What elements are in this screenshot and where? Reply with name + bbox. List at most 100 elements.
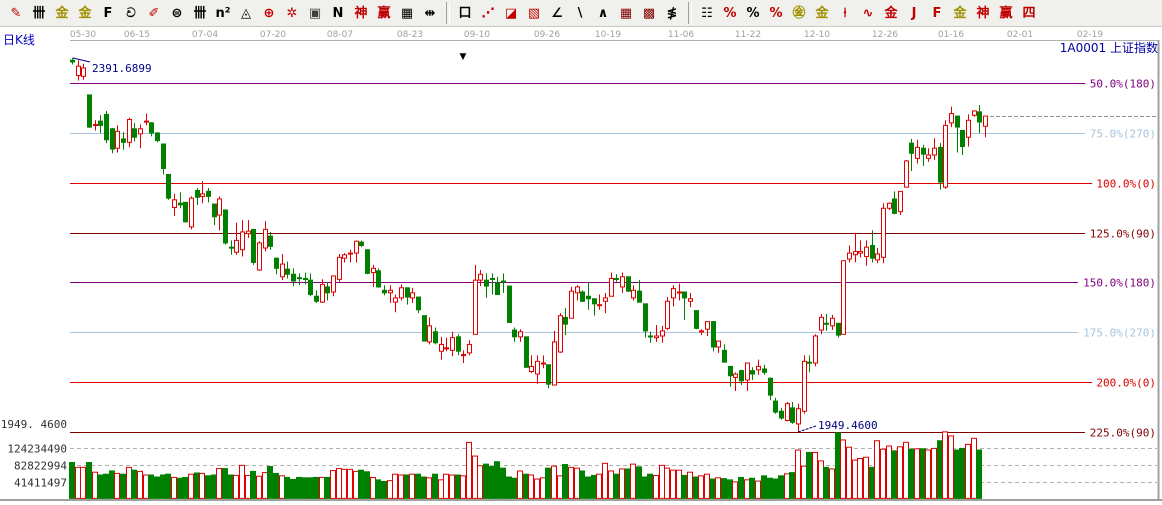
angle-line-icon[interactable]: ∠ <box>551 5 563 21</box>
candle-up <box>569 290 574 319</box>
percent-icon[interactable]: % <box>746 5 760 21</box>
gold-circle-icon[interactable]: ㊎ <box>792 5 806 21</box>
candle-down <box>382 289 387 294</box>
candle-down <box>507 285 512 323</box>
candle-up <box>552 341 557 386</box>
volume-bar <box>744 479 750 499</box>
candle-up <box>144 120 149 123</box>
speed-fan-icon[interactable]: ⋰ <box>481 5 495 21</box>
candle-up <box>450 337 455 351</box>
candle-down <box>501 280 506 283</box>
volume-tick-label: 41411497 <box>14 477 67 490</box>
candle-down <box>166 173 171 199</box>
draw-pen-icon[interactable]: ✎ <box>10 5 22 21</box>
candle-down <box>682 291 687 299</box>
volume-bar <box>869 466 875 499</box>
candle-down <box>110 128 115 150</box>
j-angle-icon[interactable]: J <box>911 5 917 21</box>
wave-count-icon[interactable]: N <box>332 5 344 21</box>
circle-ruler-icon[interactable]: ⊜ <box>171 5 183 21</box>
candle-up <box>705 321 710 330</box>
slash-line-icon[interactable]: ∖ <box>575 5 585 21</box>
date-tick-label: 09-26 <box>534 30 560 40</box>
date-tick-label: 10-19 <box>595 30 621 40</box>
volume-bar <box>307 477 313 499</box>
zigzag-icon[interactable]: ∧ <box>597 5 609 21</box>
period-ruler-icon[interactable]: ▦ <box>400 5 414 21</box>
date-tick-label: 08-23 <box>397 30 423 40</box>
parallel-lines-icon[interactable]: 卌 <box>32 5 46 21</box>
volume-bar <box>642 476 648 499</box>
win-rate-icon[interactable]: 赢 <box>377 5 391 21</box>
volume-bar <box>353 470 359 499</box>
volume-bar <box>693 476 699 499</box>
volume-bar <box>863 456 869 499</box>
candle-down <box>546 364 551 385</box>
volume-bar <box>619 468 625 499</box>
gann-line-label: 150.0%(180) <box>1083 277 1156 290</box>
square-target-icon[interactable]: ▣ <box>308 5 322 21</box>
box-icon[interactable]: 口 <box>458 5 472 21</box>
gann-line-label: 100.0%(0) <box>1096 178 1156 191</box>
gann-grid-icon[interactable]: ▦ <box>619 5 633 21</box>
candle-down <box>626 276 631 292</box>
volume-bar <box>937 440 943 499</box>
candle-up <box>393 297 398 303</box>
magic-number-icon[interactable]: 神 <box>354 5 368 21</box>
f-angle-icon[interactable]: F <box>932 5 942 21</box>
gann-fan-icon[interactable]: ◪ <box>504 5 518 21</box>
magic-angle-icon[interactable]: 神 <box>976 5 990 21</box>
gann-square-icon[interactable]: ▩ <box>642 5 656 21</box>
gann-box-icon[interactable]: ▧ <box>527 5 541 21</box>
wave-band-icon[interactable]: ∿ <box>862 5 874 21</box>
gann-lines: 50.0%(180) 75.0%(270) 100.0%(0) 125.0%(90) 1… <box>70 78 1157 440</box>
candle-down <box>694 310 699 329</box>
square-power-icon[interactable]: n² <box>215 5 231 21</box>
volume-bar <box>199 472 205 499</box>
candle-down <box>212 203 217 218</box>
volume-bar <box>120 473 126 499</box>
candle-up <box>631 289 636 299</box>
gold-angle-icon[interactable]: 金 <box>953 5 967 21</box>
candle-up <box>943 124 948 188</box>
candle-down <box>484 279 489 287</box>
volume-bar <box>914 448 920 499</box>
gann-line-label: 175.0%(270) <box>1083 327 1156 340</box>
triangle-icon[interactable]: ◬ <box>241 5 251 21</box>
volume-bar <box>931 447 937 499</box>
marker-pen-icon[interactable]: ✐ <box>148 5 160 21</box>
candle-pen-icon[interactable]: ⍿ <box>843 5 847 21</box>
candle-down <box>790 407 795 423</box>
fibonacci-icon[interactable]: F <box>103 5 113 21</box>
crosshair-circle-icon[interactable]: ⊕ <box>263 5 275 21</box>
gold-band-icon[interactable]: 金 <box>884 5 898 21</box>
percent-levels-icon[interactable]: % <box>769 5 783 21</box>
volume-bar <box>721 478 727 499</box>
spiral-icon[interactable]: ව <box>126 5 136 21</box>
percent-line-icon[interactable]: % <box>723 5 737 21</box>
golden-ratio-icon[interactable]: 金 <box>55 5 69 21</box>
win-angle-icon[interactable]: 赢 <box>999 5 1013 21</box>
gann-line-label: 200.0%(0) <box>1096 377 1156 390</box>
channel-lines-icon[interactable]: ≸ <box>666 5 678 21</box>
candle-down <box>183 201 188 223</box>
four-angle-icon[interactable]: 四 <box>1022 5 1036 21</box>
volume-bar <box>528 474 534 499</box>
golden-section-icon[interactable]: 金 <box>78 5 92 21</box>
volume-bar <box>103 473 109 499</box>
gann-line-label: 125.0%(90) <box>1090 228 1156 241</box>
candle-down <box>251 228 256 263</box>
period-label[interactable]: 日K线 <box>3 33 35 47</box>
measure-width-icon[interactable]: ⇹ <box>424 5 436 21</box>
grid-lines-icon[interactable]: 卌 <box>193 5 207 21</box>
volume-bar <box>358 469 364 499</box>
candle-up <box>915 146 920 159</box>
candle-up <box>138 128 143 135</box>
star-compass-icon[interactable]: ✲ <box>286 5 298 21</box>
volume-bar <box>250 470 256 499</box>
volume-bar <box>897 446 903 499</box>
gold-levels-icon[interactable]: 金 <box>815 5 829 21</box>
price-list-icon[interactable]: ☷ <box>701 5 713 21</box>
volume-bar <box>290 478 296 499</box>
